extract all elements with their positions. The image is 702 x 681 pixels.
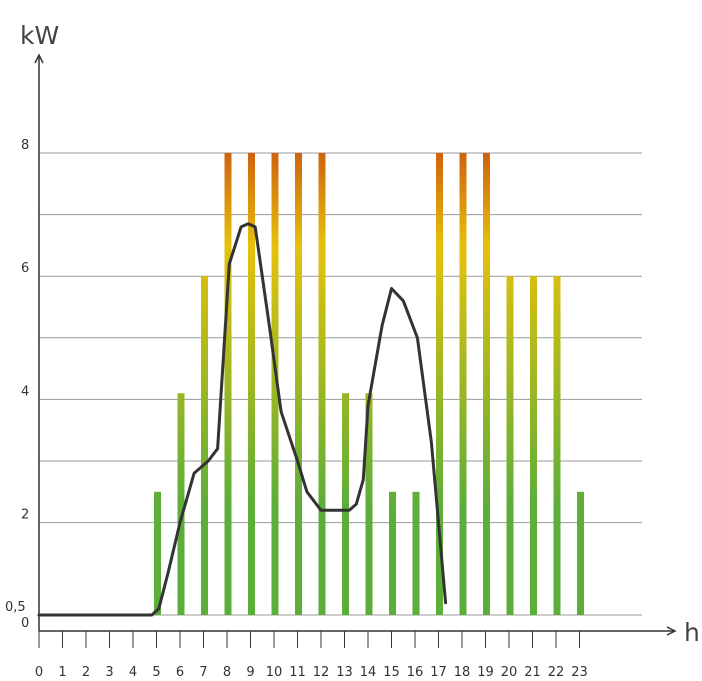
bar bbox=[553, 276, 561, 615]
y-tick-label: 2 bbox=[21, 508, 29, 523]
x-tick-label: 2 bbox=[82, 665, 90, 680]
bar bbox=[271, 153, 279, 615]
x-tick-label: 10 bbox=[266, 665, 283, 680]
x-tick-label: 7 bbox=[199, 665, 207, 680]
y-axis-arrow-icon bbox=[34, 53, 44, 64]
x-tick-label: 13 bbox=[336, 665, 353, 680]
y-tick-labels: 00,5 2 4 6 8 bbox=[5, 138, 29, 631]
x-axis-arrow-icon bbox=[666, 626, 677, 636]
bar bbox=[436, 153, 443, 615]
x-tick-label: 6 bbox=[176, 665, 184, 680]
bar bbox=[577, 491, 584, 615]
x-tick-label: 11 bbox=[289, 665, 306, 680]
bar bbox=[530, 276, 537, 615]
x-tick-label: 21 bbox=[524, 665, 541, 680]
bar bbox=[248, 153, 255, 615]
x-tick-label: 0 bbox=[35, 665, 43, 680]
x-tick-label: 5 bbox=[152, 665, 160, 680]
y-tick-label: 8 bbox=[21, 138, 29, 153]
x-tick-label: 23 bbox=[571, 665, 588, 680]
y-unit-label: kW bbox=[20, 21, 59, 50]
bar bbox=[389, 491, 396, 615]
x-tick-label: 9 bbox=[246, 665, 254, 680]
bar bbox=[342, 393, 349, 615]
x-tick-label: 8 bbox=[223, 665, 231, 680]
load-curve-line bbox=[37, 222, 448, 617]
x-tick-label: 4 bbox=[129, 665, 137, 680]
x-ticks: 0 1 2 3 4 5 6 7 8 9 10 11 12 13 14 15 16 17 18 19 20 21 22 23 bbox=[35, 631, 588, 680]
bars bbox=[154, 153, 584, 615]
x-tick-label: 14 bbox=[360, 665, 377, 680]
bar bbox=[177, 393, 185, 615]
x-tick-label: 19 bbox=[477, 665, 494, 680]
x-tick-label: 12 bbox=[313, 665, 330, 680]
axes bbox=[34, 53, 677, 636]
bar bbox=[295, 153, 302, 615]
bar bbox=[318, 153, 326, 615]
bar bbox=[412, 491, 420, 615]
y-tick-label: 6 bbox=[21, 261, 29, 276]
bar bbox=[224, 153, 232, 615]
x-tick-label: 17 bbox=[430, 665, 447, 680]
bar bbox=[483, 153, 490, 615]
x-tick-label: 15 bbox=[383, 665, 400, 680]
x-unit-label: h bbox=[684, 618, 700, 647]
bar bbox=[459, 153, 467, 615]
y-tick-label: 0 bbox=[21, 616, 29, 631]
x-tick-label: 20 bbox=[501, 665, 518, 680]
bar bbox=[154, 491, 161, 615]
y-tick-label: 4 bbox=[21, 384, 29, 399]
bar bbox=[365, 393, 373, 615]
x-tick-label: 1 bbox=[58, 665, 66, 680]
y-tick-label: 0,5 bbox=[5, 600, 26, 615]
x-tick-label: 16 bbox=[407, 665, 424, 680]
x-tick-label: 22 bbox=[548, 665, 565, 680]
gridlines bbox=[39, 152, 642, 616]
bar bbox=[201, 276, 208, 615]
load-curve bbox=[37, 222, 448, 617]
x-tick-label: 18 bbox=[454, 665, 471, 680]
bar bbox=[506, 276, 514, 615]
x-tick-label: 3 bbox=[105, 665, 113, 680]
